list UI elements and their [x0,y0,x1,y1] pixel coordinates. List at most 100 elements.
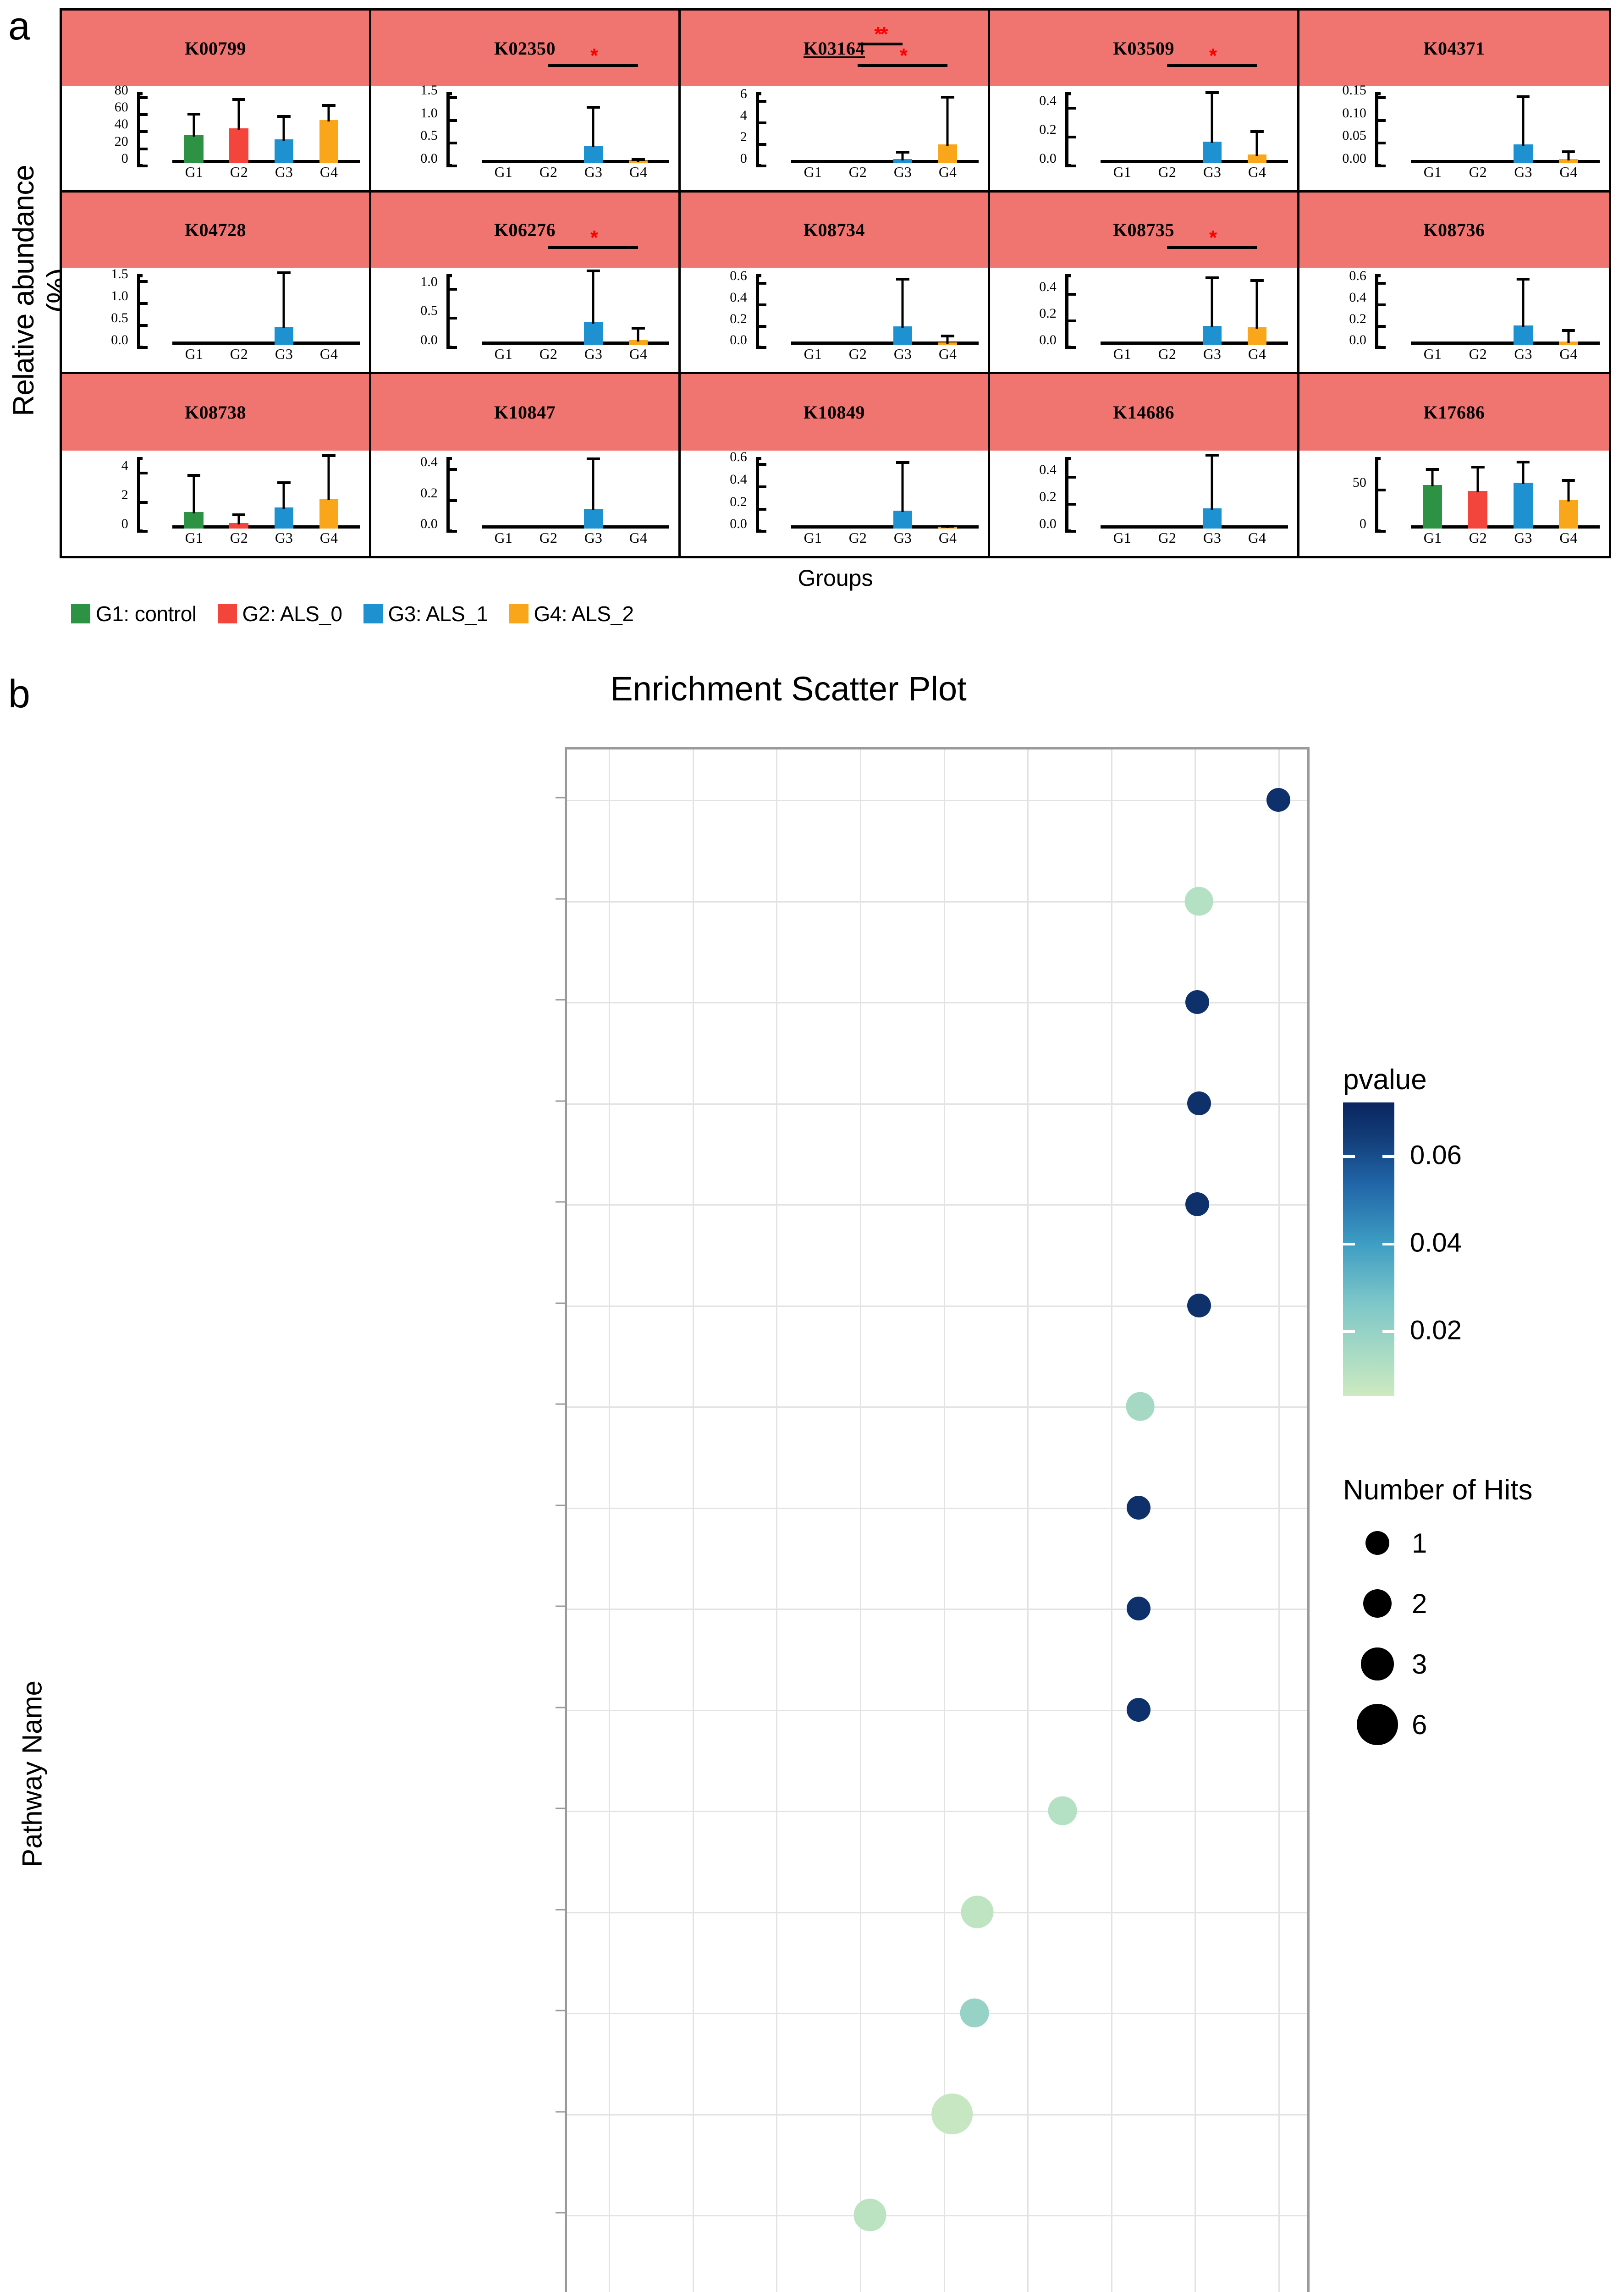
facet-title: K00799 [184,38,247,59]
facet-plot: 0.0 0.5 1.0 1.5 G1 G2 G3 G4 [62,266,369,372]
size-legend-dot [1365,1531,1389,1555]
y-tick-label: 1.0 [420,274,438,289]
y-tick-label: 50 [1352,475,1366,490]
error-bar-g3 [901,281,904,328]
vertical-gridline [943,749,945,2292]
y-tick-label: 0.0 [420,332,438,348]
bar-g3 [584,508,603,529]
y-tick-mark [556,2010,565,2011]
error-bar-g4 [1567,332,1570,343]
y-tick-mark [446,468,457,471]
colorbar-label: 0.04 [1410,1228,1462,1258]
scatter-point[interactable] [1127,1697,1151,1722]
error-bar-g1 [193,477,195,513]
facet-title: K02350 [494,38,556,59]
horizontal-gridline [567,1204,1307,1206]
facet-strip: K03164 [681,11,988,86]
facet-strip: K14686 [990,374,1297,451]
scatter-point[interactable] [1184,887,1213,916]
facet-bars: G1 G2 G3 G4 [1411,270,1600,362]
x-tick-label-g2: G2 [539,345,557,362]
bar-g3 [274,326,294,345]
y-axis-bracket [756,274,762,349]
scatter-point[interactable] [1048,1796,1077,1825]
scatter-point[interactable] [853,2198,886,2231]
facet-k02350: K02350 0.0 0.5 1.0 1.5 G1 G2 G3 G4 * [371,11,681,193]
ko-facet-grid: K00799 0 20 40 60 80 G1 G2 G3 G4 K02350 0.0 0.5 1.0 1.… [60,8,1611,558]
scatter-point[interactable] [1185,990,1209,1014]
y-tick-label: 60 [114,99,128,115]
y-tick-mark [556,1707,565,1708]
y-tick-mark [556,898,565,900]
error-bar-cap [322,104,336,107]
y-tick-label: 0.0 [730,332,747,348]
error-bar-g3 [592,108,595,147]
scatter-point[interactable] [1266,788,1290,812]
significance-bracket [1167,64,1257,67]
y-tick-mark [1065,346,1076,349]
x-axis-line [1411,525,1600,529]
facet-strip: K03509 [990,11,1297,86]
scatter-point[interactable] [1127,1495,1151,1520]
bar-group-g2: G2 [225,270,253,362]
size-legend-item: 6 [1343,1694,1618,1755]
scatter-point[interactable] [1187,1091,1211,1115]
bar-group-g4: G4 [624,453,652,546]
scatter-point[interactable] [1187,1293,1211,1317]
scatter-point[interactable] [1126,1392,1155,1421]
y-tick-label: 0 [121,150,128,166]
bar-group-g3: G3 [1198,270,1226,362]
bar-group-g4: G4 [934,453,962,546]
vertical-gridline [776,749,778,2292]
x-tick-label-g3: G3 [1203,345,1221,362]
panel-a-barcharts: a Relative abundance (%) K00799 0 20 40 60 80… [0,0,1624,660]
x-tick-label-g1: G1 [804,529,822,546]
y-tick-label: 0 [1359,516,1366,532]
error-bar-g3 [1211,94,1213,143]
facet-k10849: K10849 0.0 0.2 0.4 0.6 G1 G2 G3 G4 [681,374,990,556]
y-axis-bracket [446,92,452,167]
error-bar-cap [896,278,909,281]
vertical-gridline [860,749,862,2292]
y-tick-mark [137,280,148,283]
x-tick-label-g2: G2 [848,345,867,362]
bar-g1 [1423,485,1442,529]
y-tick-label: 0.6 [730,268,747,284]
x-axis-line [482,525,669,529]
y-tick-label: 0.4 [1039,462,1057,478]
y-tick-mark [556,1201,565,1203]
scatter-point[interactable] [1185,1192,1209,1217]
y-axis-bracket [137,457,143,533]
facet-title: K03509 [1112,38,1175,59]
error-bar-cap [277,271,291,275]
error-bar-cap [1516,460,1530,463]
bar-group-g4: G4 [934,270,962,362]
facet-bars: G1 G2 G3 G4 [1101,270,1288,362]
facet-y-axis: 0 50 [1318,457,1399,533]
error-bar-g3 [592,272,595,324]
size-legend-dot [1363,1589,1392,1618]
vertical-gridline [1278,749,1280,2292]
facet-title: K08735 [1112,220,1175,241]
facet-y-axis: 0.0 0.2 0.4 [1008,92,1088,167]
y-tick-mark [137,302,148,305]
bar-g3 [1513,482,1533,529]
facet-plot: 0 50 G1 G2 G3 G4 [1299,451,1609,556]
x-axis-line [1101,160,1288,163]
x-tick-label-g1: G1 [185,164,203,181]
scatter-point[interactable] [1127,1597,1151,1621]
facet-k08735: K08735 0.0 0.2 0.4 G1 G2 G3 G4 * [990,192,1299,375]
facet-strip: K08738 [62,374,369,451]
y-tick-label: 0.2 [730,311,747,326]
y-tick-mark [556,1100,565,1102]
scatter-point[interactable] [961,1895,994,1928]
y-tick-mark [446,164,457,167]
y-tick-mark [1375,96,1386,99]
error-bar-cap [941,524,954,528]
scatter-point[interactable] [931,2093,973,2135]
significance-asterisk: * [590,44,598,67]
error-bar-cap [896,150,909,154]
scatter-point[interactable] [960,1998,989,2028]
facet-title: K08738 [184,402,247,423]
significance-bracket [1167,246,1257,249]
